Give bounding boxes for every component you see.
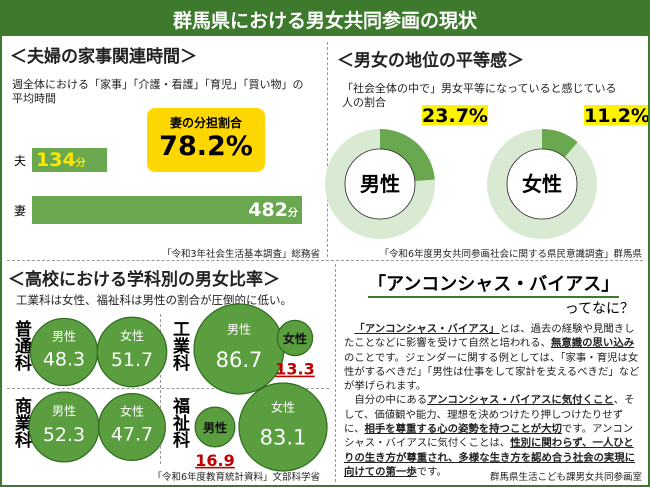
emphasis: アンコンシャス・バイアスに気付くこと — [427, 394, 614, 407]
bubble — [98, 393, 166, 461]
series-name: 女性 — [283, 331, 307, 346]
share-box: 妻の分担割合 78.2% — [147, 108, 265, 172]
heading: ＜夫婦の家事関連時間＞ — [10, 47, 197, 67]
divider — [7, 260, 643, 261]
footer: 群馬県生活こども課男女共同参画室 — [489, 472, 642, 483]
text: です。 — [416, 465, 447, 478]
bubble-value: 13.3 — [275, 360, 314, 379]
donut-hole — [344, 148, 416, 220]
text: です。アンコンシャス・バイアスに気付くことは、 — [344, 423, 634, 450]
share-label: 妻の分担割合 — [169, 116, 242, 130]
title-bar — [2, 2, 648, 36]
emphasis: 性別に関わらず、一人ひとりの生き方が尊重され、多様な生き方を認め合う社会の実現に… — [344, 437, 636, 478]
bubble — [238, 382, 328, 472]
bubble-value: 83.1 — [260, 426, 307, 450]
series-name: 男性 — [227, 322, 251, 336]
bubble-value: 86.7 — [216, 348, 263, 372]
department-name: 福祉科 — [169, 396, 191, 449]
department-name: 普通科 — [11, 319, 32, 372]
heading: 「アンコンシャス・バイアス」 — [368, 270, 620, 298]
heading: ＜高校における学科別の男女比率＞ — [8, 270, 280, 290]
highlight — [422, 105, 488, 125]
bubble-value: 51.7 — [111, 349, 153, 371]
series-name: 男性 — [203, 420, 227, 435]
value-label: 482分 — [248, 199, 298, 221]
share-value: 78.2% — [159, 131, 253, 162]
divider — [160, 314, 161, 464]
unit: 分 — [75, 158, 86, 169]
emphasis: 無意識の思い込み — [550, 337, 635, 350]
donut-name: 女性 — [522, 172, 562, 196]
series-name: 女性 — [120, 328, 144, 343]
emphasis: 「アンコンシャス・バイアス」 — [354, 323, 500, 335]
series-name: 女性 — [271, 400, 295, 415]
source: 「令和6年度教育統計資料」文部科学省 — [152, 472, 320, 483]
title: 群馬県における男女共同参画の現状 — [172, 10, 477, 32]
unit: 分 — [287, 208, 298, 219]
donut-value: 11.2% — [584, 105, 648, 127]
value: 482 — [248, 199, 288, 221]
donut-segment — [380, 129, 435, 182]
series-name: 女性 — [120, 403, 144, 418]
emphasis: 相手を尊重する心の姿勢を持つことが大切 — [364, 423, 562, 436]
bubble — [276, 319, 314, 357]
text: とは、過去の経験や見聞きしたことなどに影響を受けて自然と培われる、 — [344, 323, 635, 350]
value-label: 134分 — [36, 149, 86, 171]
heading: ＜男女の地位の平等感＞ — [337, 51, 524, 71]
bar: 134分 — [32, 148, 108, 172]
highlight — [584, 105, 648, 125]
subheading: ってなに？ — [564, 301, 634, 317]
divider — [335, 264, 336, 482]
bubble-value: 47.7 — [111, 423, 153, 445]
bubble-value: 52.3 — [43, 424, 85, 446]
category-label: 夫 — [14, 154, 27, 168]
bubble-value: 16.9 — [195, 451, 234, 470]
text: 自分の中にある — [354, 394, 428, 407]
paragraph: 自分の中にあるアンコンシャス・バイアスに気付くこと、そして、価値観や能力、理想を… — [344, 393, 642, 479]
department-name: 工業科 — [169, 320, 190, 372]
description: 工業科は女性、福祉科は男性の割合が圧倒的に低い。 — [16, 293, 292, 307]
department-name: 商業科 — [11, 396, 32, 449]
body-text: 「アンコンシャス・バイアス」とは、過去の経験や見聞きしたことなどに影響を受けて自… — [344, 322, 642, 479]
bar: 482分 — [32, 196, 302, 224]
divider — [327, 42, 328, 257]
text: 、そして、価値観や能力、理想を決めつけたり押しつけたりせずに、 — [344, 394, 635, 436]
donut-hole — [506, 148, 578, 220]
source: 「令和3年社会生活基本調査」総務省 — [161, 249, 320, 260]
series-name: 男性 — [52, 329, 76, 343]
source: 「令和6年度男女共同参画社会に関する県民意識調査」群馬県 — [379, 249, 642, 260]
category-label: 妻 — [14, 204, 27, 218]
donut-name: 男性 — [360, 172, 400, 196]
paragraph: 「アンコンシャス・バイアス」とは、過去の経験や見聞きしたことなどに影響を受けて自… — [344, 322, 642, 393]
donut-value: 23.7% — [422, 105, 488, 127]
donut-charts: 男性 23.7% 女性 11.2% — [325, 105, 648, 239]
bubble-value: 48.3 — [43, 348, 85, 370]
series-name: 男性 — [52, 404, 76, 418]
bubble — [96, 316, 168, 388]
text: のことです。ジェンダーに関する例としては、「家事・育児は女性がするべきだ」「男性… — [344, 351, 640, 393]
description: 「社会全体の中で」男女平等になっていると感じている人の割合 — [342, 82, 617, 109]
value: 134 — [36, 149, 76, 171]
description: 週全体における「家事」「介護・看護」「育児」「買い物」の平均時間 — [12, 78, 304, 105]
divider — [7, 388, 329, 389]
bubble — [194, 406, 236, 448]
